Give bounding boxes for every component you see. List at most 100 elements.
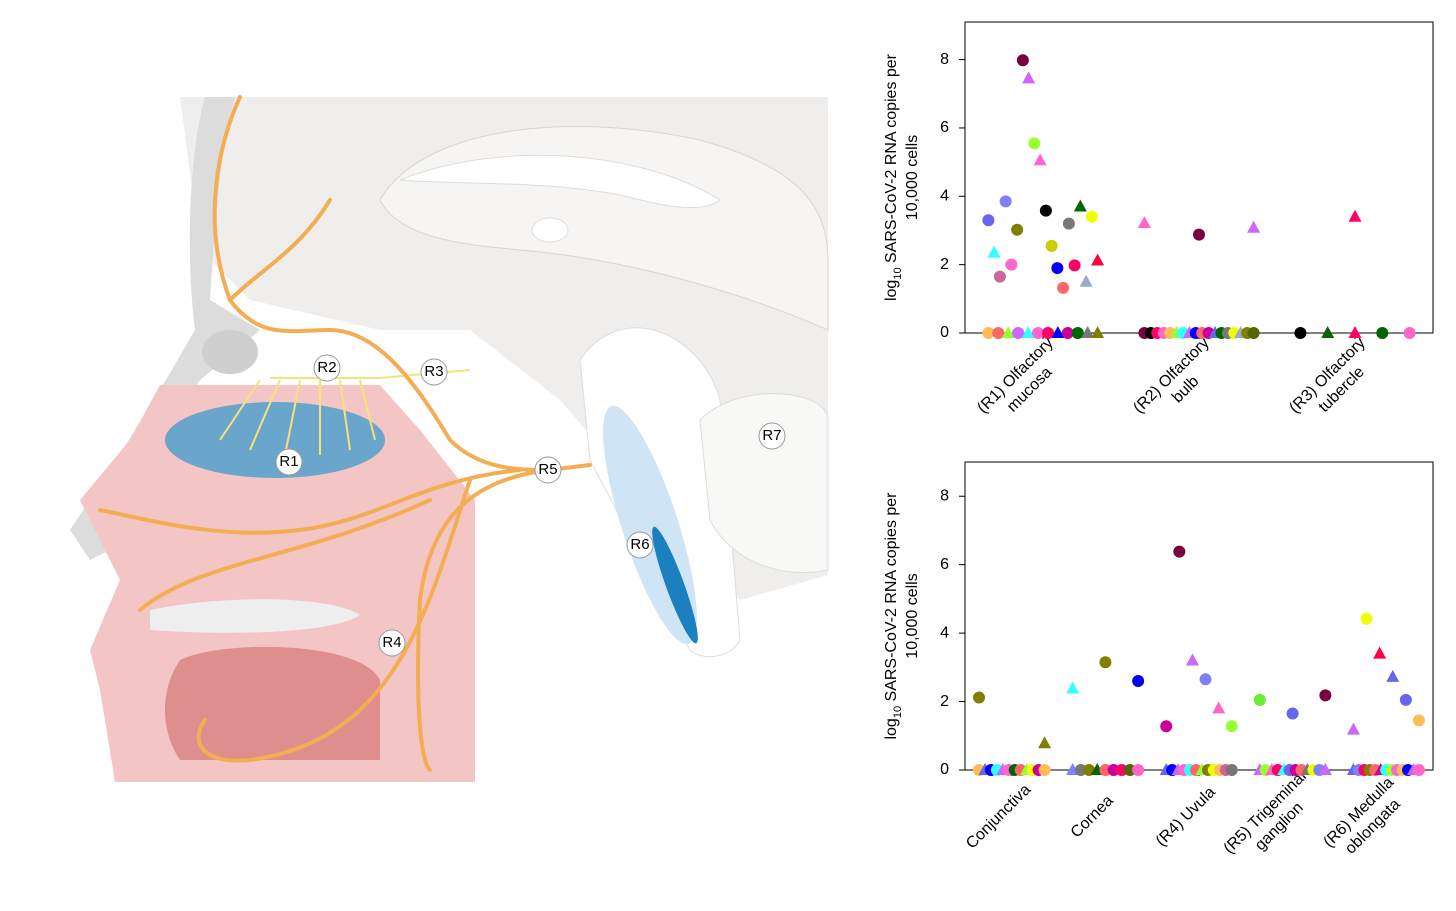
data-point (1412, 764, 1425, 776)
olfactory-mucosa (165, 402, 385, 478)
data-point (1073, 199, 1087, 212)
y-axis-label: 10,000 cells (904, 135, 921, 220)
x-tick-label: Cornea (1068, 792, 1117, 841)
region-label: R5 (538, 461, 557, 478)
data-point (1051, 262, 1064, 275)
y-tick-label: 6 (940, 119, 949, 136)
x-tick-label-line: Cornea (1068, 792, 1117, 841)
data-point (999, 195, 1012, 208)
data-point (1011, 223, 1024, 236)
y-tick-label: 4 (940, 624, 949, 641)
corpus-callosum (399, 154, 721, 209)
data-point (1012, 327, 1025, 339)
y-axis-label: 10,000 cells (904, 573, 921, 658)
data-point (987, 245, 1001, 258)
region-label: R7 (762, 427, 781, 444)
y-axis-label-part: log (883, 718, 900, 739)
y-axis-label-part: log (883, 280, 900, 301)
data-point (1399, 693, 1412, 706)
data-point (1001, 326, 1015, 338)
x-tick-label: (R3) Olfactorytubercle (1286, 334, 1383, 431)
data-point (1286, 707, 1299, 720)
x-tick-label: (R5) Trigeminalganglion (1221, 768, 1324, 871)
data-point (1212, 701, 1226, 714)
x-tick-label: (R2) Olfactorybulb (1130, 334, 1227, 431)
data-point (1091, 253, 1105, 266)
data-point (1099, 656, 1112, 669)
ventricle (531, 217, 569, 243)
data-point (1079, 274, 1093, 287)
data-point (973, 691, 986, 704)
data-point (1038, 764, 1051, 776)
data-point (992, 327, 1005, 339)
y-tick-label: 4 (940, 188, 949, 205)
data-point (1321, 326, 1335, 338)
y-axis-label: log10 SARS-CoV-2 RNA copies per (883, 53, 904, 301)
nerves (98, 95, 592, 772)
x-tick-label-line: Conjunctiva (963, 781, 1034, 852)
data-point (982, 327, 995, 339)
data-point (1061, 327, 1074, 339)
data-point (1022, 71, 1036, 84)
y-tick-label: 6 (940, 556, 949, 573)
region-label: R1 (279, 453, 298, 470)
data-point (1294, 327, 1307, 339)
data-point (1032, 327, 1045, 339)
data-point (982, 214, 995, 227)
data-point (1386, 669, 1400, 682)
eye-socket (202, 330, 258, 374)
data-point (1051, 326, 1065, 338)
palate (150, 599, 360, 633)
data-point (1318, 763, 1332, 775)
data-point (1319, 689, 1332, 702)
x-tick-label: (R6) Medullaoblongata (1320, 774, 1411, 865)
data-point (1247, 327, 1260, 339)
data-point (1038, 736, 1052, 749)
data-point (1132, 764, 1145, 776)
y-tick-label: 2 (940, 693, 949, 710)
y-axis-label-sub: 10 (892, 267, 904, 279)
data-point (1021, 326, 1035, 338)
data-point (1376, 327, 1389, 339)
y-axis-label-sub: 10 (892, 706, 904, 718)
data-point (1403, 327, 1416, 339)
y-axis-label: log10 SARS-CoV-2 RNA copies per (883, 492, 904, 740)
data-point (1225, 764, 1238, 776)
y-tick-label: 8 (940, 51, 949, 68)
data-point (1132, 675, 1145, 688)
data-point (1185, 653, 1199, 666)
plot-frame (964, 21, 1434, 334)
skull (70, 97, 260, 560)
data-point (1348, 209, 1362, 222)
data-point (1081, 326, 1095, 338)
data-point (1005, 258, 1018, 271)
cerebellum (699, 393, 829, 574)
data-point (1225, 720, 1238, 733)
data-point (1062, 217, 1075, 230)
region-label: R4 (382, 634, 401, 651)
data-point (1247, 220, 1261, 233)
data-point (1412, 714, 1425, 727)
data-point (1033, 153, 1047, 166)
data-point (1091, 326, 1105, 338)
y-tick-label: 2 (940, 256, 949, 273)
mouth (165, 646, 380, 760)
region-label: R2 (317, 359, 336, 376)
data-point (1016, 54, 1029, 67)
x-tick-label: (R1) Olfactorymucosa (974, 334, 1071, 431)
medulla-blue (652, 526, 698, 644)
data-point (1360, 612, 1373, 625)
data-point (1373, 646, 1387, 659)
x-tick-label-line: (R2) Olfactory (1130, 334, 1212, 416)
data-point (1253, 693, 1266, 706)
y-tick-label: 8 (940, 487, 949, 504)
data-point (1045, 239, 1058, 252)
data-point (1057, 281, 1070, 294)
x-tick-label: Conjunctiva (963, 781, 1034, 852)
data-point (1066, 681, 1080, 694)
x-tick-label-line: (R4) Uvula (1153, 784, 1219, 850)
data-point (1068, 259, 1081, 272)
region-label: R6 (630, 536, 649, 553)
data-point (1041, 327, 1054, 339)
